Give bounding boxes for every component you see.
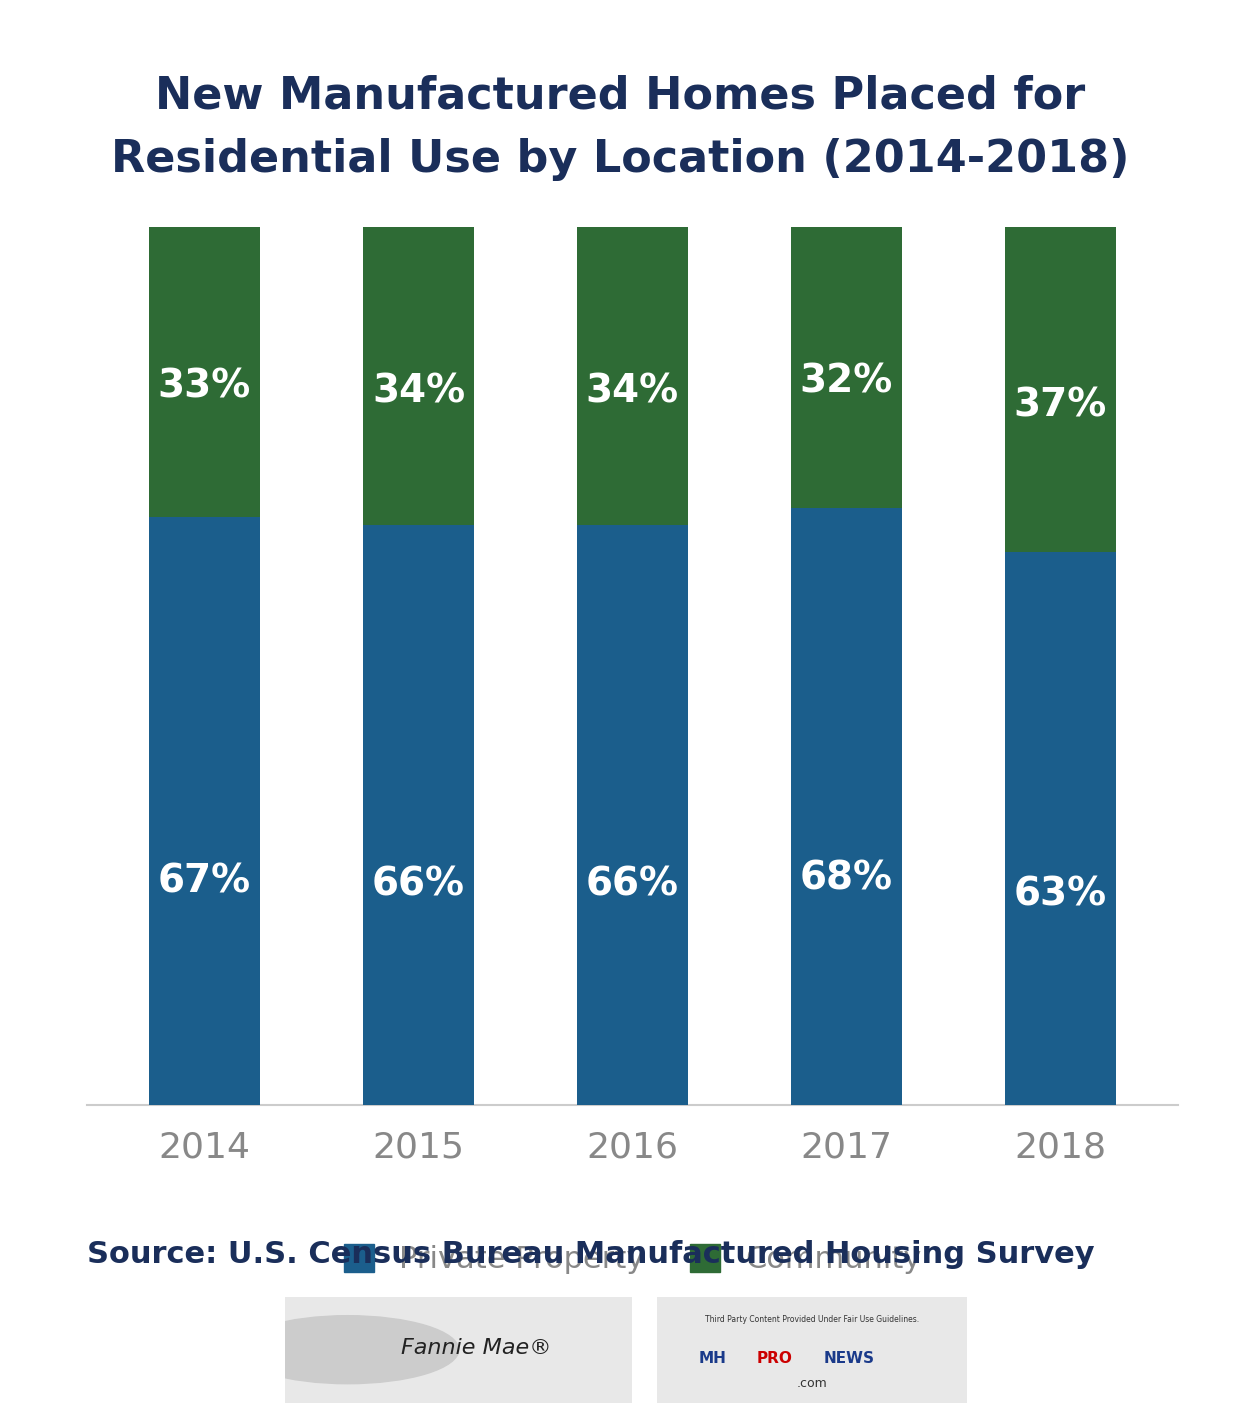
Text: 63%: 63% xyxy=(1014,876,1107,914)
Bar xyxy=(1004,551,1116,1105)
Text: 67%: 67% xyxy=(157,863,250,901)
Bar xyxy=(149,517,260,1105)
Text: .com: .com xyxy=(797,1377,827,1390)
Bar xyxy=(577,227,688,526)
Text: Source: U.S. Census Bureau Manufactured Housing Survey: Source: U.S. Census Bureau Manufactured … xyxy=(87,1240,1095,1268)
Bar xyxy=(149,227,260,517)
Bar xyxy=(577,526,688,1105)
Text: New Manufactured Homes Placed for
Residential Use by Location (2014-2018): New Manufactured Homes Placed for Reside… xyxy=(110,74,1130,181)
Text: 37%: 37% xyxy=(1013,387,1107,425)
Bar xyxy=(363,526,474,1105)
Text: 66%: 66% xyxy=(372,866,465,904)
Text: NEWS: NEWS xyxy=(823,1350,875,1366)
Circle shape xyxy=(237,1315,459,1383)
Bar xyxy=(363,227,474,526)
Text: Third Party Content Provided Under Fair Use Guidelines.: Third Party Content Provided Under Fair … xyxy=(706,1315,919,1325)
Bar xyxy=(791,507,901,1105)
Text: 68%: 68% xyxy=(800,859,893,897)
Text: Fannie Mae®: Fannie Mae® xyxy=(401,1338,552,1357)
Text: PRO: PRO xyxy=(758,1350,792,1366)
Text: 34%: 34% xyxy=(585,373,680,410)
Text: MH: MH xyxy=(699,1350,727,1366)
Text: 34%: 34% xyxy=(372,373,465,410)
Text: 66%: 66% xyxy=(587,866,680,904)
Text: 33%: 33% xyxy=(157,367,252,405)
Bar xyxy=(791,227,901,507)
Legend: Private Property, Community: Private Property, Community xyxy=(343,1244,921,1274)
Bar xyxy=(1004,227,1116,551)
Text: 32%: 32% xyxy=(800,363,893,401)
